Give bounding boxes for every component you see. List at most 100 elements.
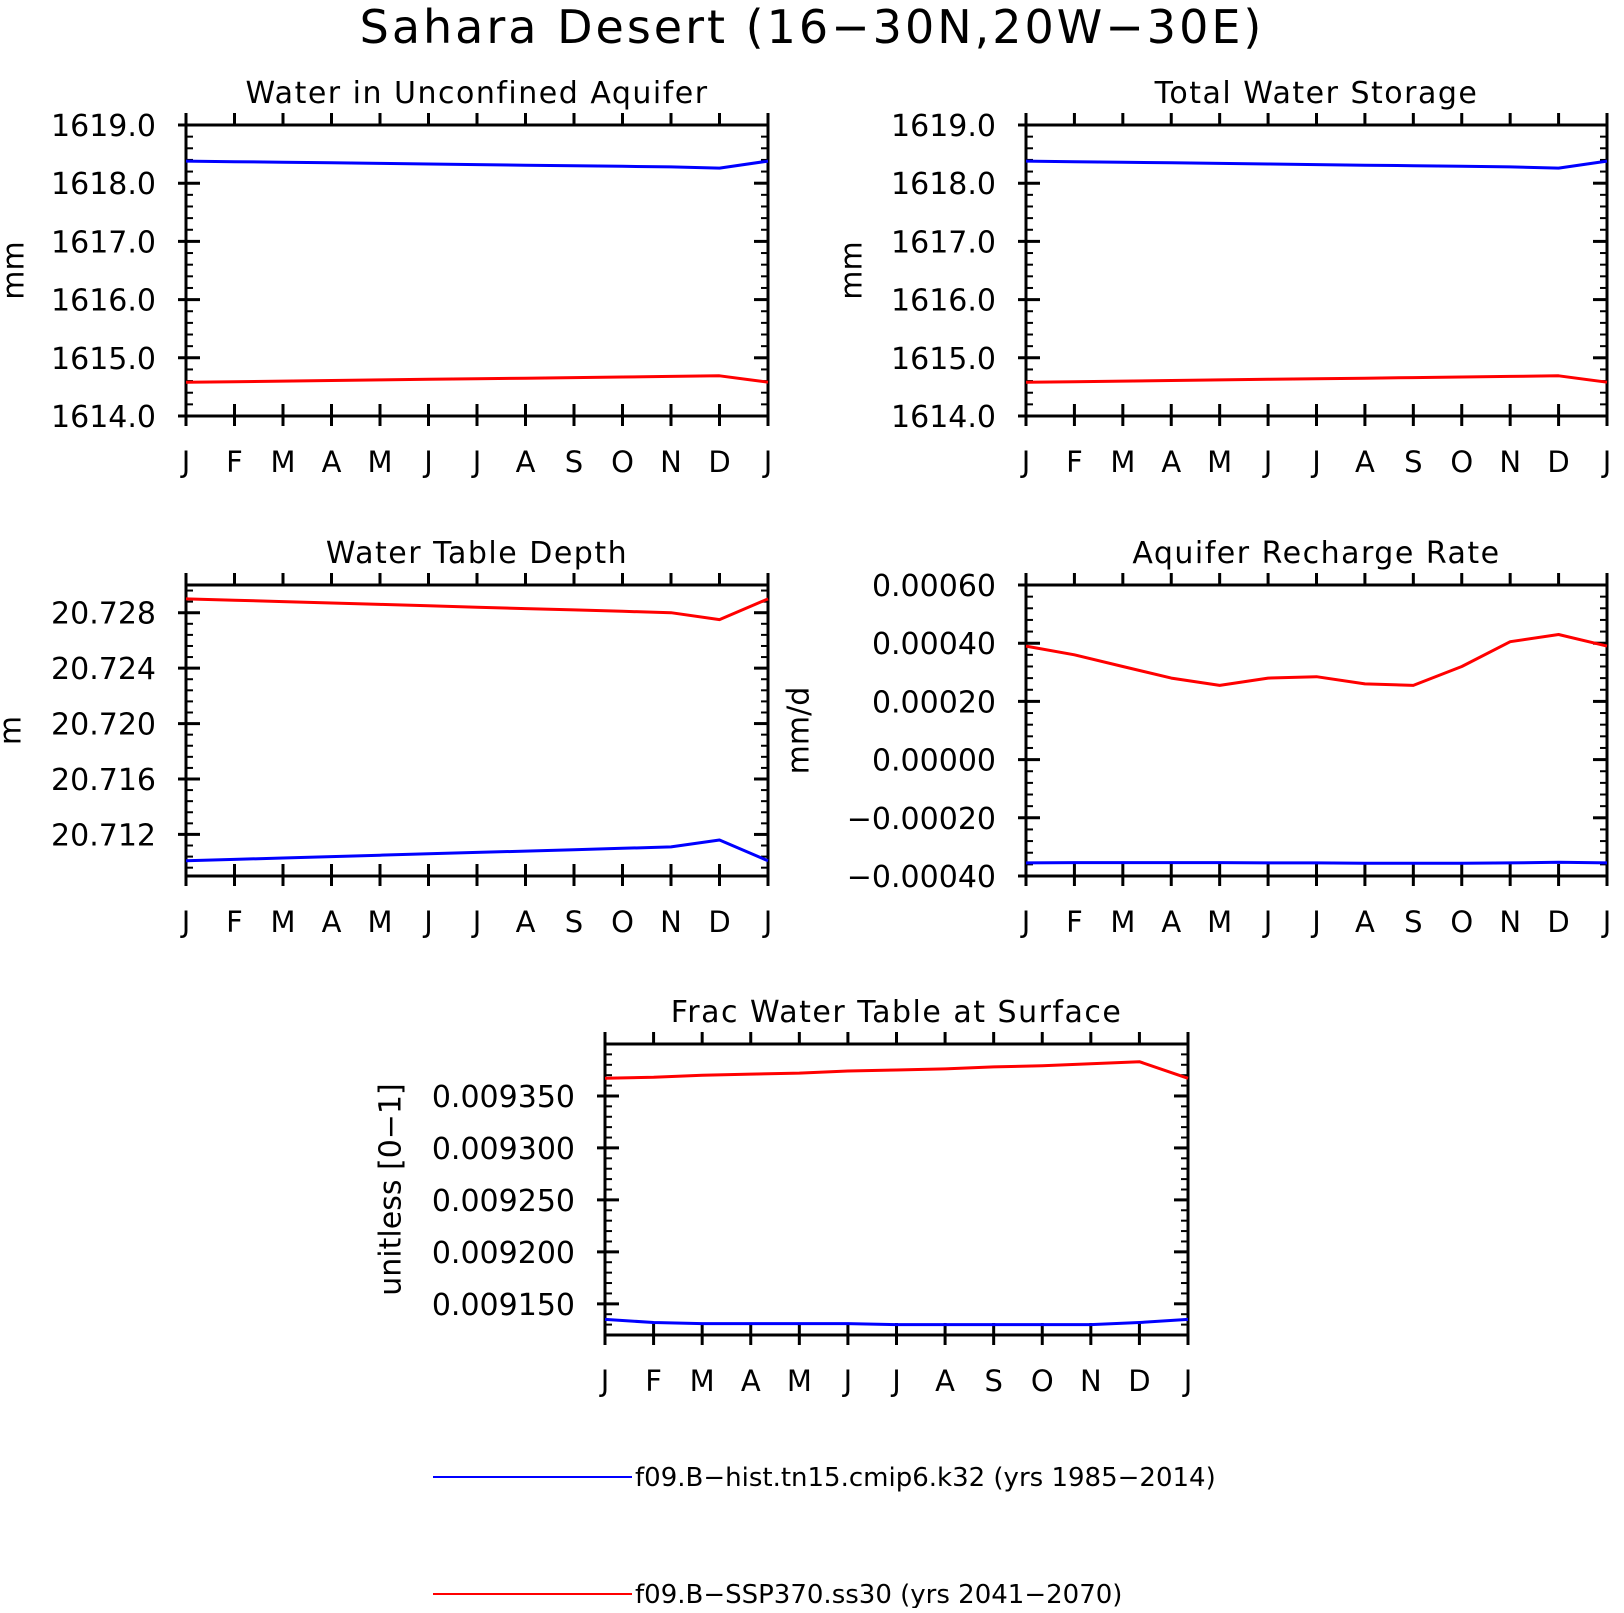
- x-tick-label: F: [226, 905, 243, 939]
- x-tick-label: S: [565, 905, 583, 939]
- x-tick-label: N: [660, 445, 682, 479]
- x-tick-label: O: [611, 905, 634, 939]
- x-tick-label: J: [471, 445, 482, 479]
- x-tick-label: M: [787, 1364, 812, 1398]
- x-tick-label: M: [367, 905, 392, 939]
- panel-title: Aquifer Recharge Rate: [1132, 536, 1500, 571]
- x-tick-label: A: [516, 905, 536, 939]
- x-tick-label: S: [984, 1364, 1002, 1398]
- x-tick-label: S: [565, 445, 583, 479]
- x-tick-label: N: [1499, 905, 1521, 939]
- x-tick-label: J: [1020, 905, 1031, 939]
- y-tick-label: 20.728: [51, 597, 156, 632]
- figure-title: Sahara Desert (16−30N,20W−30E): [360, 0, 1265, 54]
- x-tick-label: A: [322, 905, 342, 939]
- y-tick-label: 0.00060: [872, 569, 996, 604]
- y-tick-label: 1619.0: [891, 109, 996, 144]
- x-tick-label: M: [270, 445, 295, 479]
- y-tick-label: 1616.0: [51, 284, 156, 319]
- legend: f09.B−hist.tn15.cmip6.k32 (yrs 1985−2014…: [433, 1463, 1216, 1610]
- y-tick-label: 1617.0: [51, 225, 156, 260]
- y-tick-label: 1619.0: [51, 109, 156, 144]
- x-tick-label: S: [1404, 445, 1422, 479]
- y-axis-label: mm: [0, 241, 32, 299]
- x-tick-label: D: [708, 905, 730, 939]
- panel-title: Water Table Depth: [326, 536, 628, 571]
- x-tick-label: J: [599, 1364, 610, 1398]
- x-tick-label: A: [516, 445, 536, 479]
- x-tick-label: J: [471, 905, 482, 939]
- y-tick-label: 1618.0: [51, 167, 156, 202]
- y-tick-label: 20.716: [51, 763, 156, 798]
- x-tick-label: J: [1601, 905, 1612, 939]
- series-line-1: [1025, 159, 1608, 170]
- x-tick-label: O: [1450, 445, 1473, 479]
- panel-5: J F M A M J J A S O N D J0.0091500.0092000.0092500.0…: [374, 995, 1193, 1398]
- x-tick-label: J: [180, 445, 191, 479]
- y-tick-label: 0.009300: [432, 1132, 575, 1167]
- plot-frame: [184, 123, 770, 418]
- y-axis-label: mm/d: [782, 687, 817, 775]
- y-tick-label: 1614.0: [891, 400, 996, 435]
- x-tick-label: F: [1066, 445, 1083, 479]
- y-axis-label: unitless [0−1]: [374, 1083, 409, 1295]
- y-axis-label: mm: [835, 241, 870, 299]
- x-tick-label: M: [1207, 905, 1232, 939]
- x-tick-label: N: [1499, 445, 1521, 479]
- panel-1: J F M A M J J A S O N D J1614.01615.01616.01617.0161…: [0, 76, 772, 479]
- x-tick-label: J: [1310, 905, 1321, 939]
- series-line-2: [604, 1060, 1189, 1080]
- x-tick-label: F: [226, 445, 243, 479]
- series-line-2: [1025, 633, 1608, 687]
- series-line-2: [1025, 374, 1608, 384]
- x-tick-label: J: [762, 905, 773, 939]
- x-tick-label: M: [1207, 445, 1232, 479]
- x-tick-label: A: [1161, 445, 1181, 479]
- x-tick-label: O: [611, 445, 634, 479]
- x-tick-label: J: [1310, 445, 1321, 479]
- x-tick-label: M: [270, 905, 295, 939]
- panel-title: Water in Unconfined Aquifer: [245, 76, 708, 111]
- x-tick-label: N: [660, 905, 682, 939]
- y-tick-label: 0.009150: [432, 1288, 575, 1323]
- plot-frame: [1024, 123, 1609, 418]
- x-tick-label: O: [1450, 905, 1473, 939]
- y-tick-label: 0.00000: [872, 744, 996, 779]
- plot-frame: [184, 583, 770, 878]
- panel-2: J F M A M J J A S O N D J1614.01615.01616.01617.0161…: [835, 76, 1612, 479]
- x-tick-label: J: [422, 905, 433, 939]
- panel-3: J F M A M J J A S O N D J20.71220.71620.72020.72420.…: [0, 536, 772, 939]
- panel-4: J F M A M J J A S O N D J−0.00040−0.000200.000000.00…: [782, 536, 1612, 939]
- x-tick-label: S: [1404, 905, 1422, 939]
- x-tick-label: N: [1080, 1364, 1102, 1398]
- x-tick-label: F: [1066, 905, 1083, 939]
- y-tick-label: 20.720: [51, 708, 156, 743]
- x-tick-label: A: [322, 445, 342, 479]
- x-tick-label: J: [890, 1364, 901, 1398]
- y-tick-label: 20.724: [51, 652, 156, 687]
- x-tick-label: D: [1547, 445, 1569, 479]
- plot-frame: [603, 1042, 1190, 1337]
- x-tick-label: A: [1161, 905, 1181, 939]
- series-line-1: [1025, 860, 1608, 865]
- x-tick-label: A: [1355, 445, 1375, 479]
- y-tick-label: 1614.0: [51, 400, 156, 435]
- x-tick-label: A: [1355, 905, 1375, 939]
- x-tick-label: M: [1110, 905, 1135, 939]
- y-tick-label: −0.00020: [847, 802, 996, 837]
- x-tick-label: M: [690, 1364, 715, 1398]
- y-tick-label: 0.00020: [872, 685, 996, 720]
- x-tick-label: O: [1031, 1364, 1054, 1398]
- y-tick-label: 1617.0: [891, 225, 996, 260]
- y-tick-label: 0.009200: [432, 1236, 575, 1271]
- x-tick-label: A: [935, 1364, 955, 1398]
- y-tick-label: 1616.0: [891, 284, 996, 319]
- series-line-1: [185, 838, 769, 863]
- series-line-2: [185, 374, 769, 384]
- y-tick-label: 0.009350: [432, 1080, 575, 1115]
- panel-title: Frac Water Table at Surface: [671, 995, 1123, 1030]
- x-tick-label: M: [1110, 445, 1135, 479]
- x-tick-label: J: [1182, 1364, 1193, 1398]
